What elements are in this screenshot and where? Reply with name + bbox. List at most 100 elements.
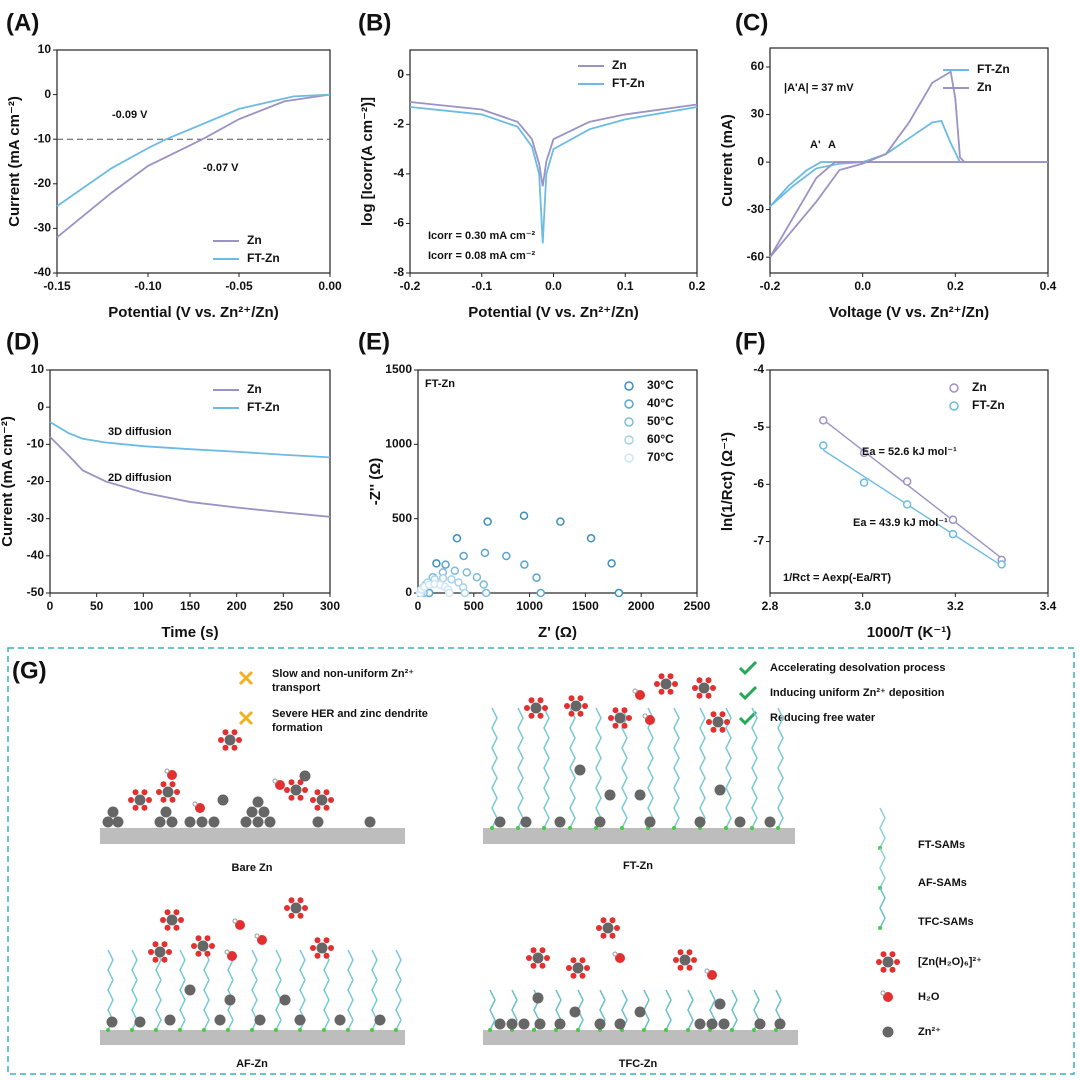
y-tick-label: 0 [757, 154, 764, 168]
water [323, 937, 330, 944]
zn-ion [102, 816, 114, 828]
water [584, 965, 590, 971]
water [195, 935, 202, 942]
water [314, 937, 321, 944]
sam-head [672, 826, 676, 830]
zn-ion [160, 806, 172, 818]
water [235, 920, 245, 930]
x-tick-label: 100 [133, 599, 153, 613]
zn-ion [754, 1018, 766, 1030]
legend-swatch [624, 417, 634, 427]
y-axis-title: log [Icorr(A cm⁻²)] [359, 97, 376, 226]
water [691, 957, 697, 963]
sam-head [750, 826, 754, 830]
water [148, 949, 154, 955]
x-axis-title: Potential (V vs. Zn²⁺/Zn) [468, 304, 638, 321]
water [323, 789, 330, 796]
y-tick-label: -4 [393, 166, 404, 180]
x-tick-label: -0.2 [400, 279, 421, 293]
x-tick-label: 0.00 [318, 279, 342, 293]
x-axis-title: 1000/T (K⁻¹) [867, 624, 952, 641]
data-point [902, 500, 912, 509]
zn-ion [246, 806, 258, 818]
sam-chain [687, 989, 694, 1031]
zn-ion [634, 789, 646, 801]
data-point [472, 572, 482, 582]
zn-ion [290, 784, 302, 796]
data-point [532, 573, 541, 582]
water [577, 710, 584, 717]
x-tick-label: -0.1 [471, 279, 492, 293]
trend-line [822, 449, 1003, 567]
water [141, 804, 148, 811]
y-tick-label: -10 [27, 437, 45, 451]
water-h [642, 713, 648, 719]
substrate [100, 828, 405, 844]
x-tick-label: 200 [227, 599, 247, 613]
data-point [859, 478, 869, 487]
sam-chain [699, 707, 706, 829]
zn-ion [569, 1006, 581, 1018]
sam-head [686, 1028, 690, 1032]
water [275, 780, 285, 790]
water [284, 787, 290, 793]
water [883, 992, 893, 1002]
data-point [450, 566, 460, 575]
data-point [441, 560, 450, 569]
series-line [56, 93, 331, 239]
data-point [859, 448, 869, 458]
data-point [480, 548, 490, 558]
water [568, 710, 575, 717]
zn-ion [299, 770, 311, 782]
zn-ion [214, 1014, 226, 1026]
y-tick-label: -4 [753, 362, 764, 376]
zn-ion [494, 1018, 506, 1030]
legend-swatch [624, 399, 634, 409]
panel-label: (E) [358, 328, 390, 355]
water [596, 925, 602, 931]
data-point [460, 588, 470, 598]
zn-ion [602, 922, 614, 934]
water [579, 972, 586, 979]
y-tick-label: -10 [34, 131, 52, 145]
sam-chain [879, 887, 886, 929]
water [673, 957, 679, 963]
x-tick-label: 2.8 [762, 599, 779, 613]
sam-head [576, 1028, 580, 1032]
water [288, 794, 295, 801]
zn-ion [196, 816, 208, 828]
water [719, 711, 726, 718]
legend-label: Zn [972, 380, 987, 394]
zn-ion [184, 816, 196, 828]
water [530, 962, 537, 969]
y-tick-label: 1500 [385, 362, 412, 376]
zn-ion [734, 816, 746, 828]
water [160, 781, 167, 788]
series-line [49, 421, 331, 459]
data-point [586, 534, 596, 543]
water [166, 949, 172, 955]
zn-ion [134, 794, 146, 806]
water [577, 695, 584, 702]
x-tick-label: 0 [47, 599, 54, 613]
water [160, 796, 167, 803]
water [539, 962, 546, 969]
zn-ion [660, 678, 672, 690]
water [231, 744, 238, 751]
water [526, 955, 532, 961]
caption: FT-Zn [623, 860, 653, 872]
sam-chain [777, 707, 784, 829]
zn-ion [718, 1018, 730, 1030]
x-tick-label: 3.0 [854, 599, 871, 613]
zn-ion [706, 1018, 718, 1030]
x-tick-label: -0.05 [225, 279, 253, 293]
water [152, 956, 159, 963]
water [288, 897, 295, 904]
sam-head [154, 1028, 158, 1032]
sam-head [370, 1028, 374, 1032]
sam-head [752, 1028, 756, 1032]
water [544, 955, 550, 961]
sam-head [730, 1028, 734, 1032]
water-h [704, 968, 710, 974]
x-axis-title: Potential (V vs. Zn²⁺/Zn) [108, 304, 278, 321]
